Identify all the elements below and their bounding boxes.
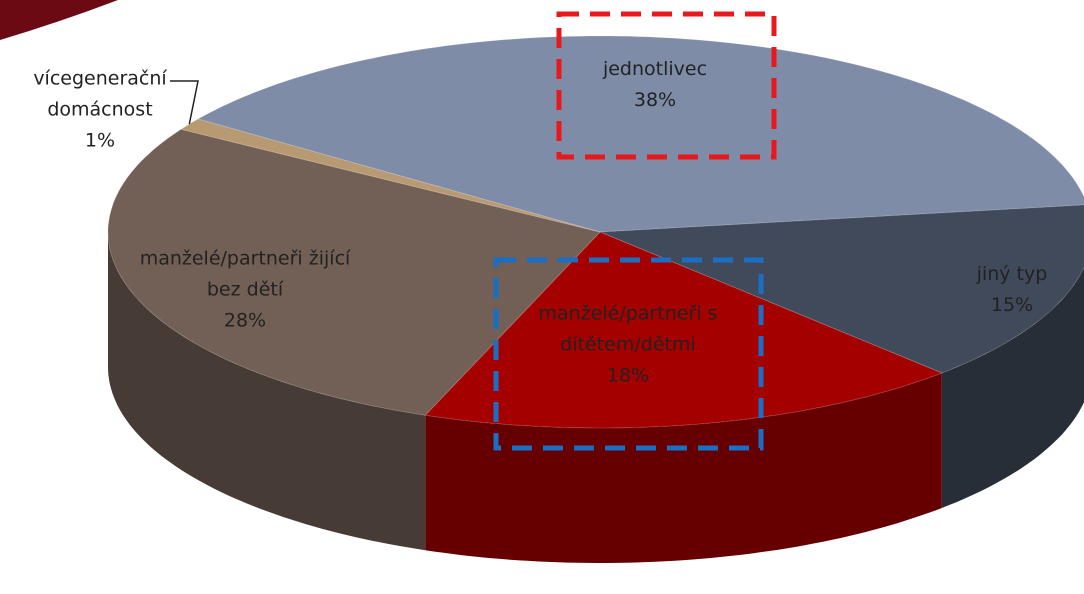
slice-label: manželé/partneři s dítětem/dětmi 18% xyxy=(513,299,743,392)
slice-side xyxy=(425,373,942,563)
slice-label: jednotlivec 38% xyxy=(555,54,755,116)
slice xyxy=(107,128,601,416)
slice xyxy=(196,35,1084,233)
category-name: manželé/partneři s dítětem/dětmi xyxy=(538,302,718,356)
category-name: manželé/partneři žijící bez dětí xyxy=(139,247,351,301)
value-label: 18% xyxy=(606,364,650,387)
highlight-box xyxy=(493,257,764,451)
category-name: jiný typ xyxy=(976,263,1048,285)
leader-line xyxy=(170,80,199,125)
slice xyxy=(599,204,1084,374)
slice-side xyxy=(108,232,426,551)
category-name: jednotlivec xyxy=(602,58,708,80)
corner-decoration xyxy=(0,0,118,40)
value-label: 15% xyxy=(990,294,1034,316)
slice-side xyxy=(941,267,1084,508)
slice-label: jiný typ 15% xyxy=(942,259,1082,321)
slice-label: manželé/partneři žijící bez dětí 28% xyxy=(125,244,365,337)
slice-label: vícegenerační domácnost 1% xyxy=(5,64,195,157)
highlight-box xyxy=(556,11,777,160)
slice xyxy=(424,231,944,429)
category-name: vícegenerační domácnost xyxy=(33,67,167,121)
value-label: 28% xyxy=(223,309,267,332)
value-label: 1% xyxy=(84,129,116,152)
value-label: 38% xyxy=(633,89,677,111)
